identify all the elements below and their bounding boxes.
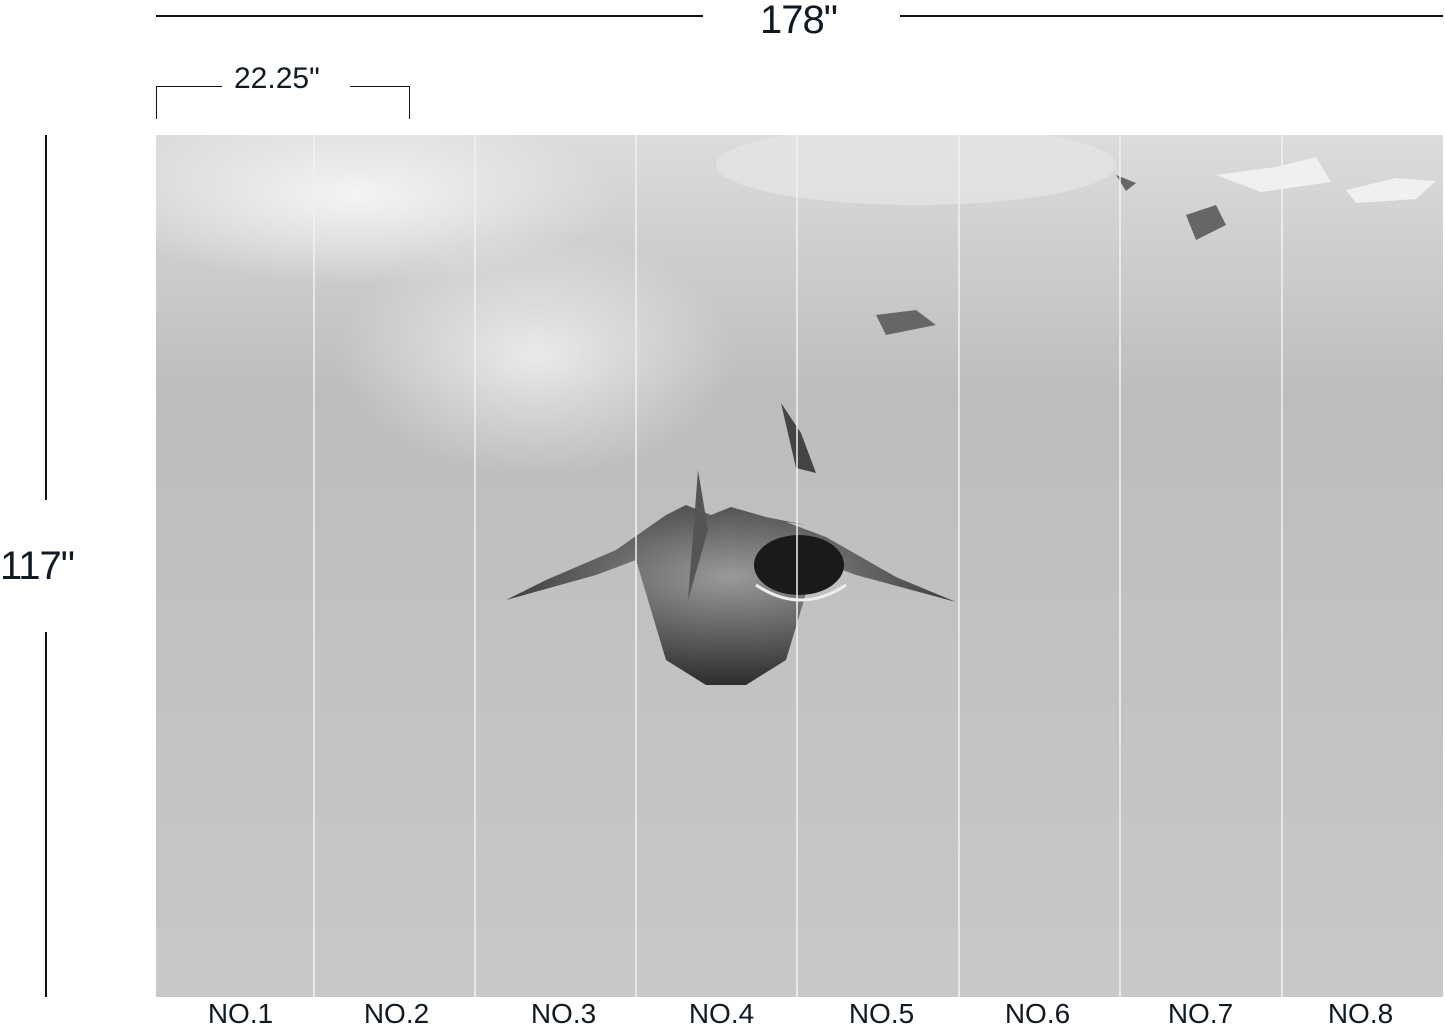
panel-label-2: NO.2	[363, 998, 430, 1029]
panel-dimension-tick-right	[409, 86, 410, 119]
width-dimension-line-right	[900, 15, 1443, 17]
height-dimension-line-bottom	[45, 632, 47, 997]
panel-label-3: NO.3	[530, 998, 597, 1029]
panel-seams	[313, 135, 1283, 997]
panel-label-7: NO.7	[1167, 998, 1234, 1029]
panel-label-6: NO.6	[1004, 998, 1071, 1029]
panel-dimension-bracket-left	[156, 86, 222, 87]
panel-dimension-bracket-right	[350, 86, 410, 87]
shark-photo	[156, 135, 1443, 997]
width-dimension-line-left	[156, 15, 703, 17]
panel-width-label: 22.25"	[234, 62, 320, 95]
panel-label-8: NO.8	[1327, 998, 1394, 1029]
panel-label-1: NO.1	[207, 998, 274, 1029]
panel-label-4: NO.4	[688, 998, 755, 1029]
panel-dimension-tick-left	[156, 86, 157, 119]
total-height-label: 117"	[0, 544, 75, 588]
total-width-label: 178"	[760, 0, 838, 42]
mural-image	[156, 135, 1443, 997]
panel-label-5: NO.5	[848, 998, 915, 1029]
height-dimension-line-top	[45, 135, 47, 500]
